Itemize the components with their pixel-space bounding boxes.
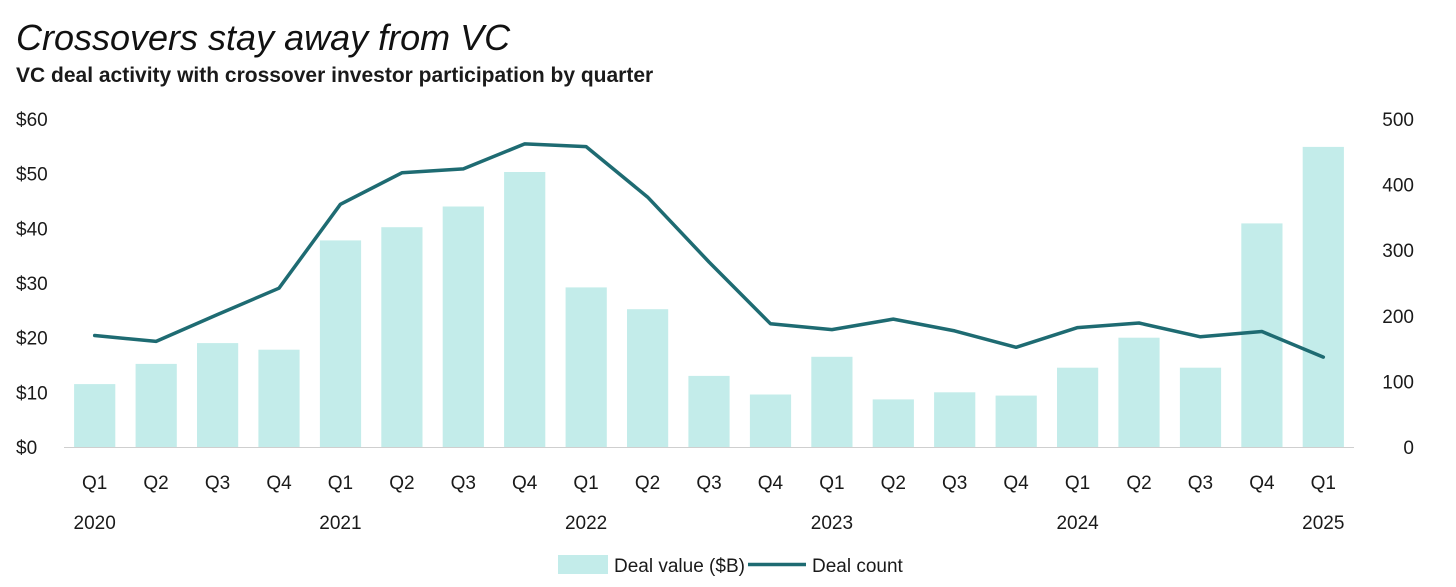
bar — [1118, 337, 1160, 447]
bar — [258, 349, 300, 447]
bar — [565, 287, 607, 447]
quarter-label: Q1 — [1065, 473, 1090, 494]
bar — [1179, 367, 1222, 447]
quarter-label: Q2 — [389, 473, 414, 494]
year-label: 2023 — [811, 513, 853, 534]
bar — [995, 395, 1037, 447]
bar — [934, 392, 976, 447]
quarter-label: Q3 — [451, 473, 476, 494]
bar — [504, 172, 546, 447]
right-tick-label: 500 — [1382, 110, 1414, 131]
quarter-label: Q3 — [205, 473, 230, 494]
chart-subtitle: VC deal activity with crossover investor… — [16, 64, 654, 87]
quarter-label: Q1 — [328, 473, 353, 494]
left-tick-label: $60 — [16, 110, 48, 131]
bar — [749, 394, 792, 447]
bar — [872, 399, 914, 447]
quarter-label: Q4 — [266, 473, 292, 494]
year-label: 2020 — [74, 513, 116, 534]
quarter-label: Q1 — [82, 473, 107, 494]
year-label: 2022 — [565, 513, 607, 534]
bar — [811, 356, 853, 447]
deal-count-line — [92, 142, 1326, 359]
legend-bar-swatch — [558, 555, 608, 574]
bar — [627, 309, 669, 447]
bar — [1302, 146, 1344, 447]
right-tick-label: 100 — [1382, 372, 1414, 393]
quarter-label: Q3 — [696, 473, 721, 494]
bar — [1241, 223, 1283, 447]
quarter-label: Q4 — [1249, 473, 1275, 494]
chart-title: Crossovers stay away from VC — [16, 17, 511, 58]
right-tick-label: 400 — [1382, 176, 1414, 197]
quarter-label: Q1 — [1311, 473, 1336, 494]
left-axis: $0 $10 $20 $30 $40 $50 $60 — [16, 110, 48, 459]
left-tick-label: $10 — [16, 383, 48, 404]
quarter-label: Q3 — [1188, 473, 1213, 494]
right-axis: 0 100 200 300 400 500 — [1382, 110, 1414, 459]
quarter-labels: Q1 Q2 Q3 Q4 Q1 Q2 Q3 Q4 Q1 Q2 Q3 Q4 Q1 Q2 Q3 Q4 Q1 Q2 Q3 Q4… — [82, 473, 1336, 494]
left-tick-label: $40 — [16, 219, 48, 240]
quarter-label: Q3 — [942, 473, 967, 494]
right-tick-label: 0 — [1403, 438, 1414, 459]
left-tick-label: $50 — [16, 165, 48, 186]
quarter-label: Q4 — [1003, 473, 1029, 494]
bar — [319, 240, 362, 447]
bar — [135, 363, 177, 447]
legend: Deal value ($B) Deal count — [558, 555, 904, 577]
quarter-label: Q2 — [881, 473, 906, 494]
quarter-label: Q1 — [819, 473, 844, 494]
left-tick-label: $20 — [16, 329, 48, 350]
bar — [688, 375, 730, 447]
deal-value-bars — [74, 146, 1344, 447]
quarter-label: Q1 — [573, 473, 598, 494]
quarter-label: Q2 — [635, 473, 660, 494]
bar — [1057, 367, 1099, 447]
bar — [197, 343, 239, 447]
quarter-label: Q4 — [512, 473, 538, 494]
right-tick-label: 300 — [1382, 241, 1414, 262]
right-tick-label: 200 — [1382, 307, 1414, 328]
quarter-label: Q2 — [1126, 473, 1151, 494]
year-label: 2025 — [1302, 513, 1344, 534]
bar — [442, 206, 484, 447]
quarter-label: Q2 — [143, 473, 168, 494]
year-labels: 2020 2021 2022 2023 2024 2025 — [74, 513, 1345, 534]
bar — [381, 227, 423, 447]
bar — [74, 384, 116, 447]
quarter-label: Q4 — [758, 473, 784, 494]
left-tick-label: $30 — [16, 274, 48, 295]
left-tick-label: $0 — [16, 438, 37, 459]
legend-line-label: Deal count — [812, 556, 904, 577]
year-label: 2021 — [319, 513, 361, 534]
year-label: 2024 — [1056, 513, 1099, 534]
legend-bar-label: Deal value ($B) — [614, 556, 745, 577]
